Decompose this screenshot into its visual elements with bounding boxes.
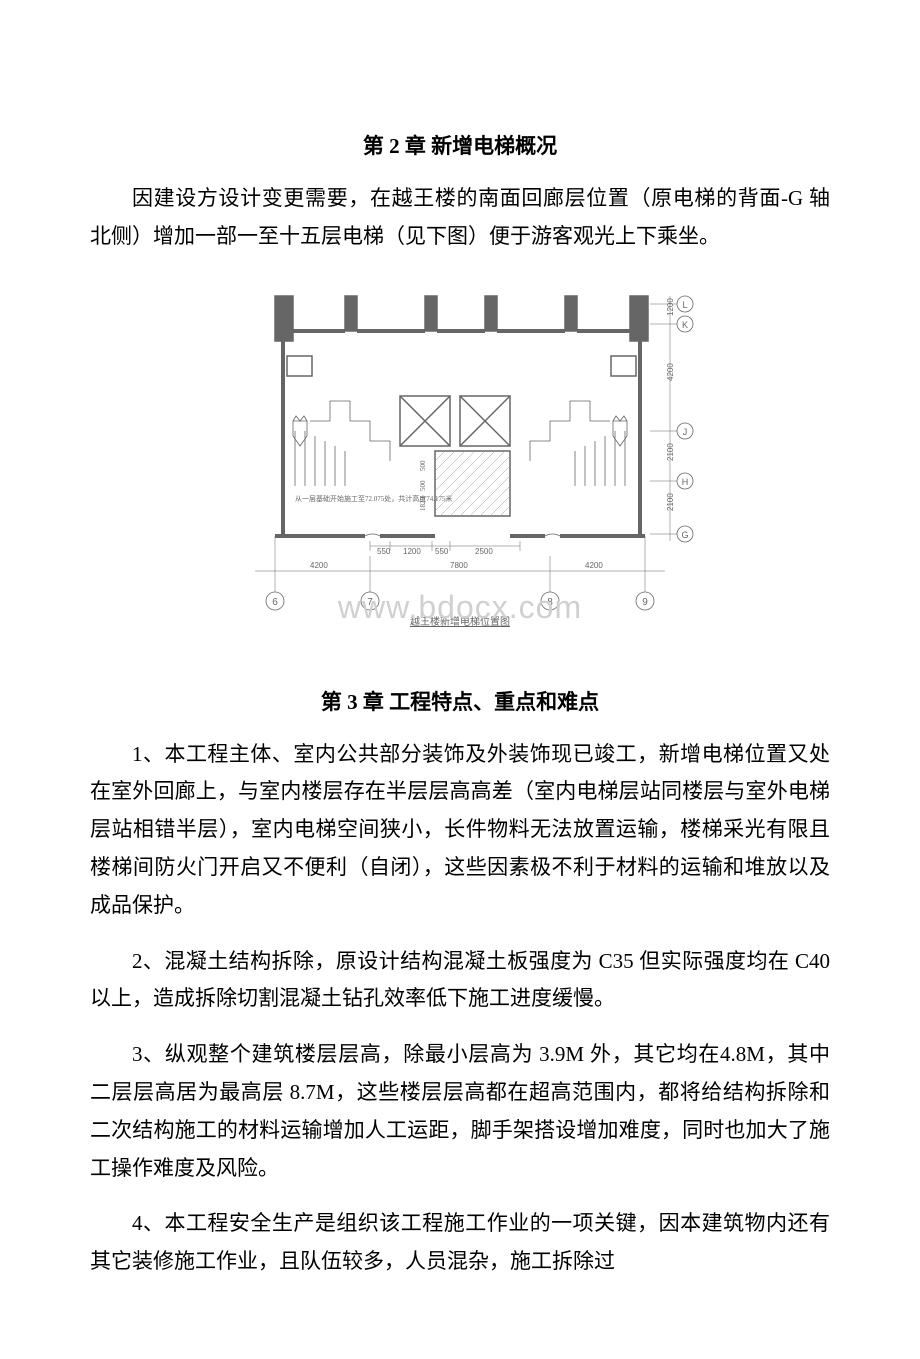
elevator-diagram: 550 1200 550 2500 4200 7800 4200 1200 42… <box>225 276 695 656</box>
chapter3-paragraph3: 3、纵观整个建筑楼层层高，除最小层高为 3.9M 外，其它均在4.8M，其中二层… <box>90 1036 830 1187</box>
axis-K: K <box>682 320 688 330</box>
axis-H: H <box>682 477 689 487</box>
axis-6: 6 <box>272 597 278 608</box>
chapter2-paragraph1: 因建设方设计变更需要，在越王楼的南面回廊层位置（原电梯的背面-G 轴北侧）增加一… <box>90 180 830 256</box>
axis-J: J <box>683 427 688 437</box>
chapter3-paragraph2: 2、混凝土结构拆除，原设计结构混凝土板强度为 C35 但实际强度均在 C40 以… <box>90 943 830 1019</box>
axis-7: 7 <box>367 597 373 608</box>
svg-text:1820: 1820 <box>419 496 427 511</box>
axis-G: G <box>681 530 688 540</box>
chapter3-paragraph1: 1、本工程主体、室内公共部分装饰及外装饰现已竣工，新增电梯位置又处在室外回廊上，… <box>90 736 830 925</box>
dim-2500: 2500 <box>475 547 493 556</box>
axis-L: L <box>682 300 687 310</box>
dim-v-1200: 1200 <box>666 297 675 315</box>
dim-elev-1: 500 <box>419 460 427 471</box>
chapter3-title: 第 3 章 工程特点、重点和难点 <box>90 686 830 716</box>
dim-550-1: 550 <box>377 547 391 556</box>
chapter3-paragraph4: 4、本工程安全生产是组织该工程施工作业的一项关键，因本建筑物内还有其它装修施工作… <box>90 1205 830 1281</box>
dim-7800: 7800 <box>450 561 468 570</box>
dim-v-4200: 4200 <box>666 362 675 380</box>
diagram-note: 从一层基础开始施工至72.075处，共计高度74.175米 <box>295 494 453 503</box>
dim-v-2100-2: 2100 <box>666 492 675 510</box>
dim-4200-1: 4200 <box>310 561 328 570</box>
diagram-caption: 越王楼新增电梯位置图 <box>410 613 510 628</box>
axis-8: 8 <box>547 597 553 608</box>
dim-550-2: 550 <box>435 547 449 556</box>
floor-plan-svg: 550 1200 550 2500 4200 7800 4200 1200 42… <box>225 276 695 656</box>
axis-9: 9 <box>642 597 648 608</box>
dim-4200-2: 4200 <box>585 561 603 570</box>
chapter2-title: 第 2 章 新增电梯概况 <box>90 130 830 160</box>
dim-v-2100-1: 2100 <box>666 442 675 460</box>
dim-1200: 1200 <box>403 547 421 556</box>
svg-text:500: 500 <box>419 480 427 491</box>
